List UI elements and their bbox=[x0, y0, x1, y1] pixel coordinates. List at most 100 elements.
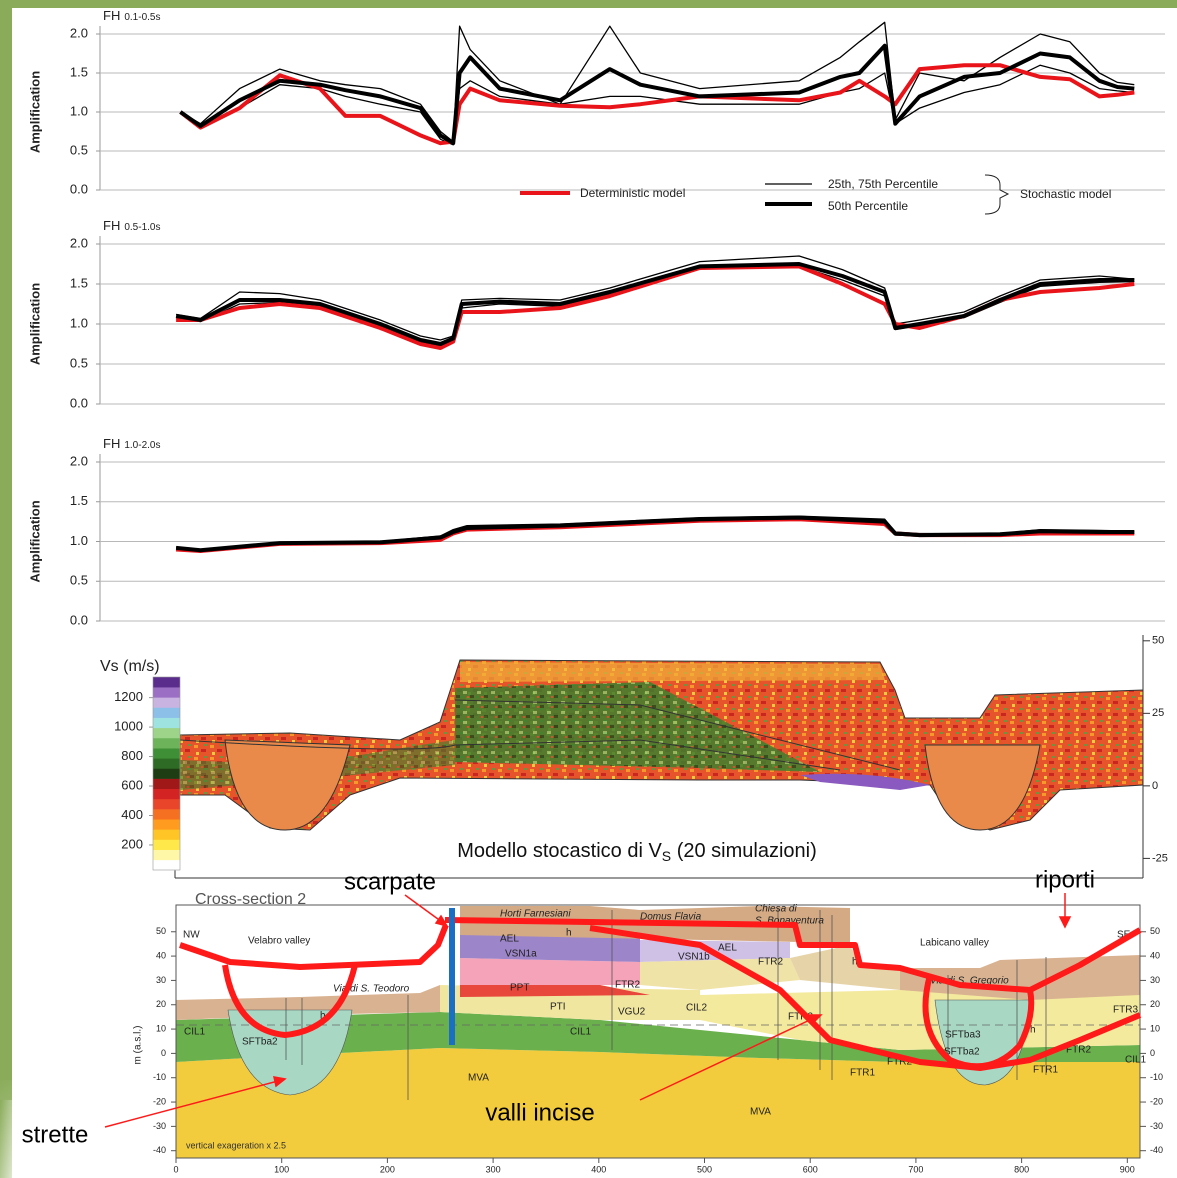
percentile-line bbox=[175, 255, 1135, 341]
section-frame bbox=[175, 904, 1141, 1159]
amplification-chart: FH 0.1-0.5s Amplification 0.0 0.5 1.0 1.5 2.0 De… bbox=[27, 8, 1165, 215]
y-tick-label: -20 bbox=[1150, 1096, 1163, 1106]
legend-label: 25th, 75th Percentile bbox=[828, 177, 938, 191]
colorbar-swatch bbox=[153, 737, 180, 749]
y-axis-label: Amplification bbox=[27, 500, 42, 582]
colorbar-tick-label: 600 bbox=[121, 777, 143, 792]
caption-tail: (20 simulazioni) bbox=[671, 840, 817, 862]
y-tick-label: 50 bbox=[1150, 926, 1160, 936]
unit-label: VSN1a bbox=[505, 949, 537, 960]
colorbar-tick-label: 400 bbox=[121, 807, 143, 822]
y-tick-label: 2.0 bbox=[70, 453, 88, 468]
median-line bbox=[179, 43, 1135, 146]
y-tick-label: 1.5 bbox=[70, 493, 88, 508]
x-tick-label: 200 bbox=[380, 1164, 395, 1174]
legend-brace bbox=[984, 174, 1010, 215]
colorbar-swatch bbox=[153, 829, 180, 840]
y-tick-label: 10 bbox=[156, 1023, 166, 1033]
unit-label: MVA bbox=[750, 1107, 771, 1118]
caption-main: Modello stocastico di V bbox=[457, 840, 662, 862]
title-main: FH bbox=[103, 8, 120, 23]
unit-label: CIL2 bbox=[686, 1003, 708, 1014]
colorbar-swatch bbox=[153, 687, 180, 698]
unit-label: Domus Flavia bbox=[640, 912, 702, 923]
y-tick-label: 0.5 bbox=[70, 355, 88, 370]
median-line bbox=[175, 515, 1135, 553]
chart-title: FH 0.5-1.0s bbox=[103, 218, 160, 233]
layer-mva bbox=[176, 1048, 1140, 1158]
unit-label: FTR2 bbox=[1066, 1045, 1091, 1056]
x-tick-label: 100 bbox=[274, 1164, 289, 1174]
y-tick-label: 1.0 bbox=[70, 315, 88, 330]
legend-label: Deterministic model bbox=[580, 186, 685, 200]
y-tick-label: 1.5 bbox=[70, 275, 88, 290]
unit-label: VGU2 bbox=[618, 1007, 646, 1018]
y-tick-label: 40 bbox=[156, 950, 166, 960]
y-tick-label: -10 bbox=[153, 1072, 166, 1082]
y-tick-label: -30 bbox=[1150, 1121, 1163, 1131]
unit-label: h bbox=[320, 1011, 326, 1022]
interpretation-line bbox=[179, 923, 449, 970]
colorbar-label: Vs (m/s) bbox=[100, 658, 160, 675]
y-tick-label: 0 bbox=[1150, 1048, 1155, 1058]
colorbar-swatch bbox=[153, 788, 180, 800]
vs-boundary bbox=[179, 739, 841, 771]
colorbar-frame bbox=[152, 676, 181, 871]
arrow-head bbox=[1058, 916, 1072, 929]
geologic-section bbox=[175, 904, 1141, 1159]
y-tick-label: -10 bbox=[1150, 1072, 1163, 1082]
unit-label: CIL1 bbox=[570, 1027, 592, 1038]
colorbar-swatch bbox=[153, 748, 180, 759]
vs-valley bbox=[224, 739, 351, 831]
y-tick-label: -30 bbox=[153, 1121, 166, 1131]
layer-fill bbox=[790, 945, 900, 990]
interpretation-line bbox=[444, 917, 1142, 993]
vs-boundary bbox=[454, 699, 901, 771]
unit-label: FTR2 bbox=[887, 1057, 912, 1068]
colorbar-swatch bbox=[153, 809, 180, 820]
vs-section bbox=[174, 635, 1144, 879]
unit-label: Labicano valley bbox=[920, 938, 989, 949]
unit-label: FTR3 bbox=[1113, 1005, 1138, 1016]
annotation: strette bbox=[22, 1121, 89, 1148]
colorbar-tick-label: 1000 bbox=[114, 719, 143, 734]
x-tick-label: 900 bbox=[1120, 1164, 1135, 1174]
percentile-line bbox=[180, 21, 1135, 143]
colorbar-swatch bbox=[153, 707, 180, 718]
geologic-labels: NW SE Velabro valley Labicano valley Horti F… bbox=[133, 891, 1163, 1174]
layer-sft bbox=[227, 1009, 353, 1096]
colorbar-swatch bbox=[153, 677, 180, 688]
arrow-head bbox=[806, 1014, 823, 1026]
x-tick-label: 800 bbox=[1014, 1164, 1029, 1174]
background-fade bbox=[0, 1100, 12, 1178]
x-tick-label: 500 bbox=[697, 1164, 712, 1174]
y-tick-label: 2.0 bbox=[70, 235, 88, 250]
amplification-chart: FH 0.5-1.0s Amplification 0.0 0.5 1.0 1.5 2.0 bbox=[27, 218, 1165, 410]
colorbar-swatch bbox=[153, 768, 180, 779]
y-tick-label: 25 bbox=[1152, 707, 1164, 719]
colorbar-swatch bbox=[153, 697, 180, 708]
unit-label: h bbox=[1030, 1025, 1036, 1036]
vs-top-layer bbox=[460, 662, 885, 682]
median-line bbox=[175, 262, 1135, 346]
colorbar-swatch bbox=[153, 798, 180, 810]
y-tick-label: -25 bbox=[1152, 852, 1168, 864]
y-tick-label: -40 bbox=[153, 1145, 166, 1155]
y-axis-label: Amplification bbox=[27, 283, 42, 365]
unit-label: AEL bbox=[500, 934, 519, 945]
unit-label: VSN1b bbox=[678, 952, 710, 963]
colorbar-tick-label: 800 bbox=[121, 748, 143, 763]
percentile-line bbox=[180, 64, 1135, 146]
unit-label: Via di S. Teodoro bbox=[333, 984, 410, 995]
arrow bbox=[404, 894, 443, 923]
title-subscript: 0.5-1.0s bbox=[124, 222, 160, 233]
colorbar-swatch bbox=[153, 778, 180, 790]
y-tick-label: 50 bbox=[156, 926, 166, 936]
unit-label: MVA bbox=[468, 1073, 489, 1084]
unit-label: Horti Farnesiani bbox=[500, 909, 571, 920]
y-tick-label: 2.0 bbox=[70, 25, 88, 40]
unit-label: CIL1 bbox=[1125, 1055, 1147, 1066]
unit-label: SFTba2 bbox=[944, 1047, 980, 1058]
interpretation-line bbox=[922, 974, 1035, 1070]
deterministic-line bbox=[179, 63, 1135, 146]
